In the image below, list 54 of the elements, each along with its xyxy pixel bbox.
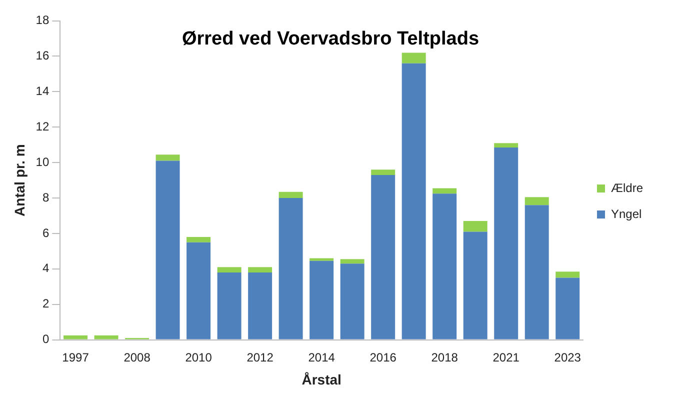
x-tick-label: 2014 [308, 350, 336, 364]
bar [94, 335, 118, 340]
x-tick-label: 2012 [246, 350, 274, 364]
legend-label: Ældre [610, 180, 644, 195]
y-tick-label: 12 [36, 119, 50, 134]
bar [432, 188, 457, 194]
x-tick-label: 2023 [554, 350, 582, 364]
bar [524, 197, 549, 206]
bar [463, 232, 488, 340]
y-axis-title: Antal pr. m [11, 144, 28, 216]
bar [278, 192, 303, 198]
bar [186, 242, 211, 340]
bar [186, 237, 211, 242]
x-tick-label: 2010 [185, 350, 212, 364]
y-tick-label: 2 [42, 296, 50, 311]
bar [278, 198, 303, 340]
bar [402, 52, 426, 64]
bar [524, 205, 549, 340]
y-tick-label: 14 [36, 84, 50, 98]
x-tick-label: 2021 [492, 350, 520, 364]
legend-label: Yngel [610, 206, 642, 221]
bar [371, 174, 396, 340]
bar [64, 335, 88, 340]
chart-title: Ørred ved Voervadsbro Teltplads [182, 28, 480, 50]
bar [156, 160, 180, 340]
bar [556, 278, 580, 340]
bar [494, 143, 518, 148]
bar [340, 264, 364, 340]
x-tick-label: 2008 [124, 350, 151, 364]
y-tick-label: 6 [42, 226, 50, 240]
x-tick-label: 2016 [370, 350, 397, 364]
bar [248, 267, 272, 272]
x-axis-title: Årstal [302, 371, 342, 388]
bar [310, 258, 334, 261]
y-tick-label: 0 [42, 332, 50, 346]
bar [340, 259, 364, 264]
bar [432, 194, 457, 340]
x-tick-label: 1997 [62, 350, 90, 364]
bar [156, 154, 180, 161]
bar [217, 267, 242, 272]
bar [217, 272, 242, 340]
bar [556, 272, 580, 278]
y-tick-label: 16 [36, 48, 50, 63]
bar [402, 63, 426, 340]
y-tick-label: 18 [36, 13, 50, 28]
bar [310, 260, 334, 340]
y-tick-label: 8 [42, 190, 50, 204]
bar [371, 170, 396, 175]
y-tick-label: 4 [42, 261, 50, 276]
bar [494, 148, 518, 340]
x-tick-label: 2018 [431, 350, 458, 364]
bar [248, 272, 272, 340]
bar [463, 221, 488, 232]
y-tick-label: 10 [36, 154, 50, 169]
